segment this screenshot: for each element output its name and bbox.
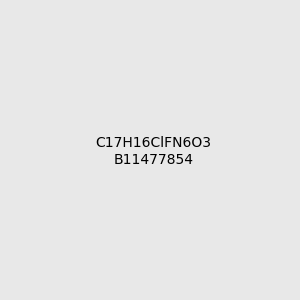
Text: C17H16ClFN6O3
B11477854: C17H16ClFN6O3 B11477854 xyxy=(96,136,212,166)
